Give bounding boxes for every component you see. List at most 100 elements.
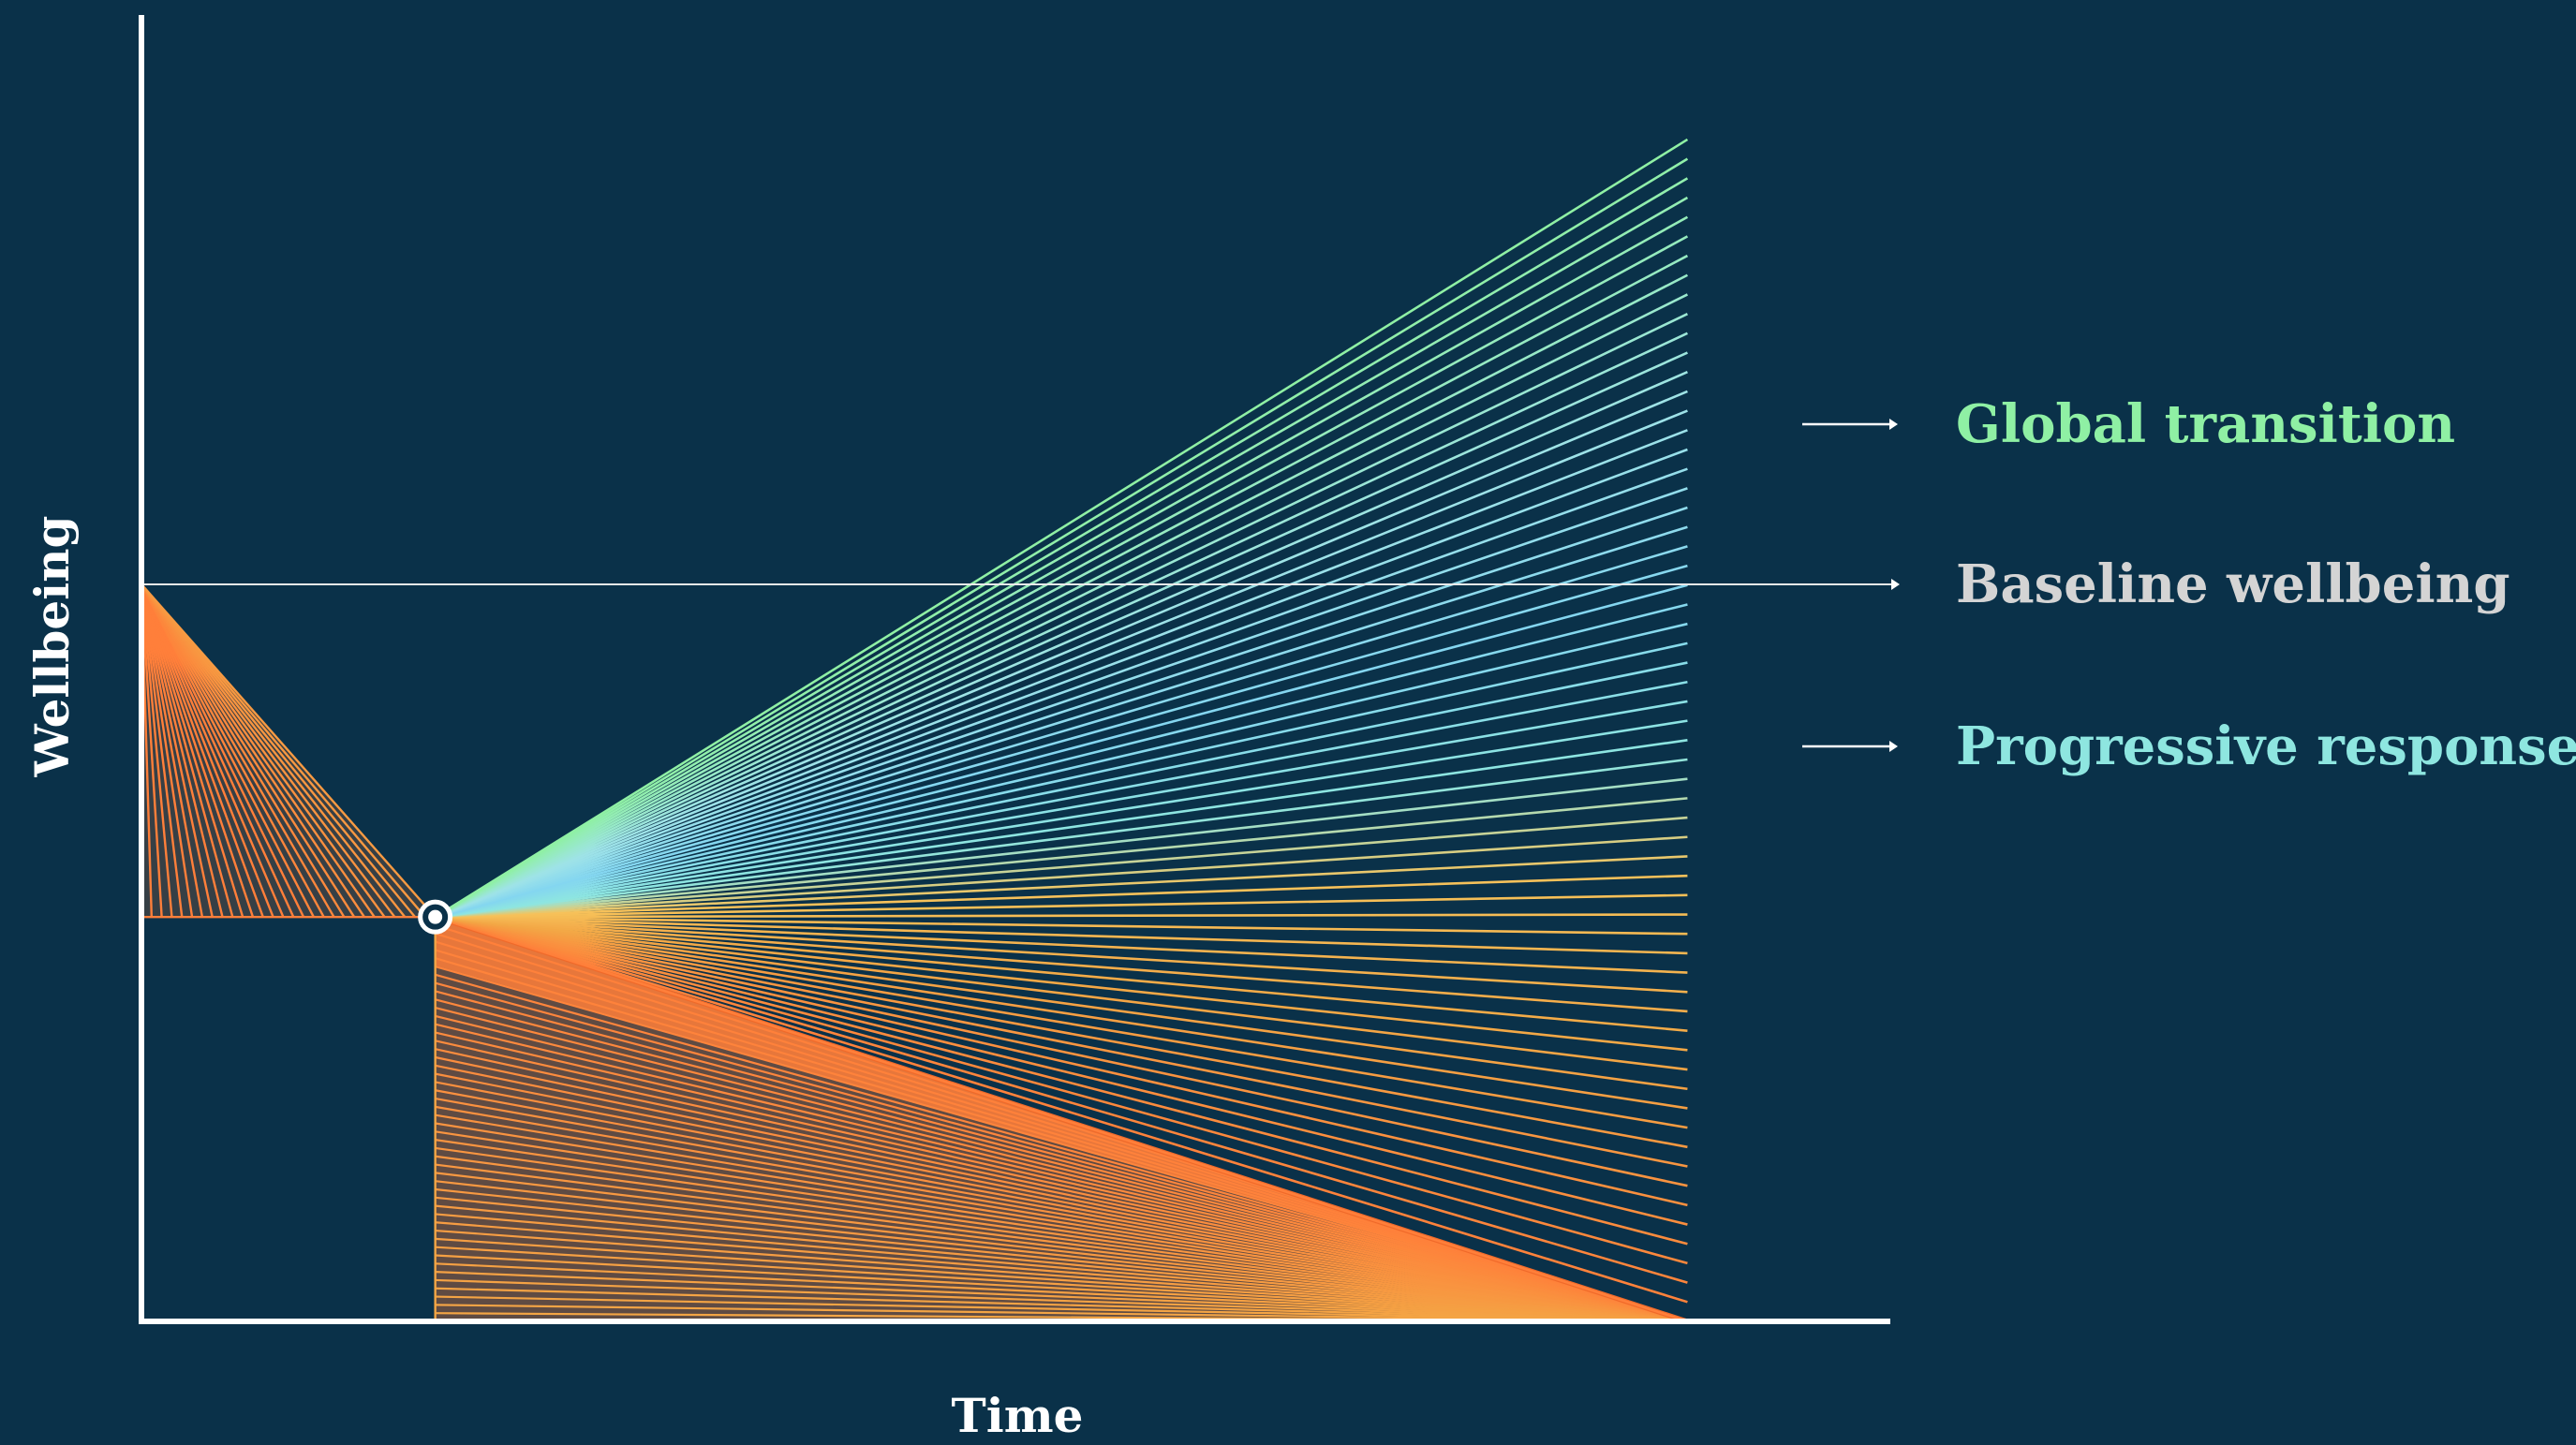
post-shock-fan-line bbox=[435, 874, 1688, 919]
decline-fan-line bbox=[435, 1246, 1688, 1323]
post-shock-fan-line bbox=[435, 525, 1688, 919]
decline-fan-line bbox=[435, 1180, 1688, 1323]
decline-fan-line bbox=[435, 1122, 1688, 1323]
post-shock-fan-line bbox=[435, 390, 1688, 919]
post-shock-fan-line bbox=[435, 719, 1688, 919]
post-shock-fan-line bbox=[435, 893, 1688, 919]
legend-arrow-progressive-responses bbox=[1802, 741, 1898, 752]
post-shock-fan-line bbox=[435, 915, 1688, 1071]
pre-shock-fan bbox=[140, 583, 437, 919]
pre-shock-fan-line bbox=[140, 583, 285, 918]
pre-shock-fan-line bbox=[141, 583, 426, 918]
post-shock-fan-line bbox=[435, 215, 1689, 919]
pre-shock-fan-line bbox=[140, 583, 163, 918]
pre-shock-fan-line bbox=[140, 583, 305, 918]
pre-shock-fan-line bbox=[140, 583, 295, 918]
decline-fan-line bbox=[435, 1271, 1688, 1323]
decline-fan-line bbox=[435, 932, 1688, 1323]
post-shock-fan-line bbox=[435, 915, 1688, 974]
post-shock-fan-line bbox=[435, 915, 1688, 936]
decline-fan-line bbox=[435, 1237, 1688, 1323]
pre-shock-fan-line bbox=[140, 583, 264, 918]
post-shock-fan-line bbox=[435, 777, 1688, 919]
decline-fan-line bbox=[435, 1105, 1688, 1323]
post-shock-fan-line bbox=[435, 680, 1688, 919]
decline-fan-line bbox=[435, 1064, 1688, 1323]
decline-fan-line bbox=[435, 1196, 1688, 1323]
pre-shock-fan-line bbox=[141, 583, 396, 918]
post-shock-fan-line bbox=[435, 915, 1688, 1265]
decline-fan-line bbox=[435, 1130, 1688, 1323]
decline-fan-line bbox=[435, 1072, 1688, 1323]
decline-fan-line bbox=[435, 1081, 1688, 1323]
post-shock-fan-line bbox=[435, 855, 1688, 919]
decline-fan-line bbox=[435, 998, 1688, 1323]
post-shock-fan-line bbox=[435, 332, 1688, 919]
post-shock-fan-line bbox=[435, 583, 1688, 919]
post-shock-fan-line bbox=[435, 467, 1688, 919]
decline-fan-line bbox=[435, 1146, 1688, 1323]
decline-fan-line bbox=[435, 1007, 1688, 1323]
decline-fan-line bbox=[435, 957, 1688, 1323]
legend-label-baseline-wellbeing: Baseline wellbeing bbox=[1956, 553, 2510, 615]
legend-arrow-global-transition-head bbox=[1889, 419, 1898, 430]
post-shock-fan-line bbox=[435, 312, 1688, 919]
pre-shock-fan-line bbox=[141, 583, 416, 918]
pre-shock-fan-line bbox=[140, 583, 356, 918]
decline-fan-line bbox=[435, 965, 1688, 1323]
decline-fan-line bbox=[435, 1163, 1688, 1323]
legend-label-global-transition: Global transition bbox=[1956, 393, 2456, 455]
post-shock-fan-line bbox=[435, 196, 1689, 919]
decline-fan-line bbox=[435, 1113, 1688, 1323]
post-shock-fan-line bbox=[435, 915, 1688, 1304]
pre-shock-fan-line bbox=[141, 583, 376, 918]
legend-arrow-global-transition bbox=[1802, 419, 1898, 430]
decline-fan-line bbox=[435, 1254, 1688, 1323]
baseline bbox=[141, 578, 1900, 590]
post-shock-fan-line bbox=[435, 448, 1688, 919]
decline-fan-line bbox=[435, 1204, 1688, 1323]
post-shock-fan-line bbox=[435, 293, 1689, 919]
post-shock-fan-line bbox=[435, 835, 1688, 919]
post-shock-fan-line bbox=[435, 487, 1688, 919]
post-shock-fan-line bbox=[435, 915, 1688, 1246]
decline-fan-line bbox=[435, 973, 1688, 1323]
decline-fan-line bbox=[435, 1221, 1688, 1323]
pre-shock-fan-line bbox=[141, 583, 437, 918]
baseline-arrowhead bbox=[1891, 578, 1900, 590]
post-shock-fan-line bbox=[435, 700, 1688, 919]
legend-label-progressive-responses: Progressive responses bbox=[1956, 715, 2576, 777]
post-shock-fan bbox=[434, 138, 1689, 1323]
post-shock-fan-line bbox=[435, 371, 1688, 919]
pre-shock-fan-line bbox=[141, 583, 386, 918]
post-shock-fan-line bbox=[435, 915, 1688, 1091]
post-shock-fan-line bbox=[435, 273, 1689, 919]
pre-shock-fan-line bbox=[140, 583, 184, 918]
decline-fan-line bbox=[435, 1229, 1688, 1323]
post-shock-fan-line bbox=[435, 254, 1689, 919]
legend-arrows bbox=[1802, 419, 1898, 752]
post-shock-fan-line bbox=[435, 739, 1688, 919]
pre-shock-fan-line bbox=[140, 583, 224, 918]
y-axis-title: Wellbeing bbox=[24, 515, 80, 777]
decline-fan-line bbox=[435, 1262, 1688, 1323]
post-shock-fan-line bbox=[434, 138, 1689, 919]
pre-shock-fan-line bbox=[140, 583, 255, 918]
post-shock-fan-line bbox=[435, 915, 1688, 1226]
decline-fan-line bbox=[435, 1172, 1688, 1323]
post-shock-fan-line bbox=[435, 915, 1688, 1013]
post-shock-fan-line bbox=[435, 235, 1689, 919]
post-shock-fan-line bbox=[435, 564, 1688, 919]
pre-shock-fan-line bbox=[140, 583, 214, 918]
pre-shock-fan-line bbox=[140, 583, 274, 918]
pre-shock-fan-line bbox=[140, 583, 335, 918]
axes bbox=[139, 15, 1890, 1324]
post-shock-fan-line bbox=[435, 758, 1688, 919]
decline-fan-line bbox=[435, 1278, 1688, 1323]
decline-fan-line bbox=[435, 940, 1688, 1323]
post-shock-fan-line bbox=[435, 797, 1688, 919]
post-shock-fan-line bbox=[435, 816, 1688, 919]
pre-shock-fan-line bbox=[140, 583, 204, 918]
shock-marker-dot bbox=[428, 909, 443, 924]
